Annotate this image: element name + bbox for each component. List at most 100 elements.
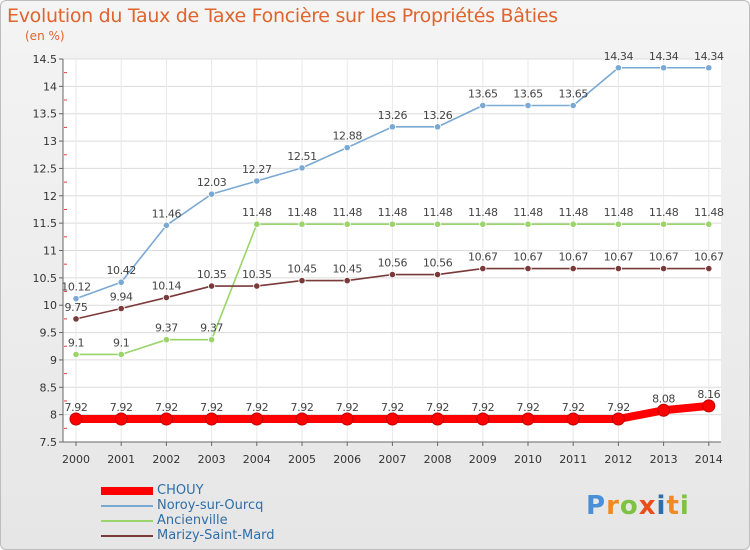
data-label: 13.65 [513, 88, 543, 101]
data-point [659, 220, 668, 228]
data-point [433, 220, 442, 228]
x-tick-label: 2004 [243, 453, 271, 466]
data-point [433, 270, 442, 279]
data-label: 10.67 [604, 251, 634, 264]
data-point [208, 282, 216, 290]
y-tick-label: 12.5 [33, 162, 58, 175]
data-point [524, 101, 532, 110]
data-label: 8.08 [652, 392, 675, 405]
x-tick-label: 2012 [604, 453, 632, 466]
data-label: 14.34 [604, 50, 634, 63]
data-label: 13.65 [468, 88, 498, 101]
logo-letter: o [619, 491, 639, 521]
data-label: 11.48 [332, 206, 362, 219]
data-label: 8.16 [697, 388, 720, 401]
data-point [117, 304, 125, 313]
data-point [162, 221, 170, 229]
y-tick-label: 11 [43, 245, 57, 258]
data-label: 7.92 [562, 401, 585, 414]
data-label: 10.12 [61, 281, 91, 294]
data-label: 7.92 [65, 401, 88, 414]
legend-label: Ancienville [157, 513, 228, 528]
data-label: 11.48 [649, 206, 679, 219]
data-label: 11.48 [694, 206, 724, 219]
data-label: 10.67 [649, 251, 679, 264]
data-point [162, 293, 170, 302]
data-point [524, 220, 532, 228]
data-label: 9.1 [113, 336, 129, 349]
data-label: 12.51 [287, 150, 317, 163]
chart-subtitle: (en %) [25, 29, 65, 43]
data-label: 11.48 [558, 206, 588, 219]
data-label: 7.92 [336, 401, 359, 414]
data-point [566, 412, 580, 426]
legend-swatch [101, 487, 153, 495]
x-tick-label: 2011 [559, 453, 587, 466]
chart-title: Evolution du Taux de Taxe Foncière sur l… [7, 5, 558, 27]
y-tick-label: 13 [43, 135, 57, 148]
data-label: 7.92 [200, 401, 223, 414]
data-point [343, 220, 351, 228]
data-point [433, 123, 442, 131]
data-label: 11.48 [468, 206, 498, 219]
logo-letter: t [666, 491, 680, 521]
data-label: 9.37 [200, 322, 223, 335]
y-tick-label: 10.5 [33, 272, 58, 285]
x-tick-label: 2013 [650, 453, 678, 466]
data-label: 7.92 [291, 401, 314, 414]
data-label: 10.45 [332, 263, 362, 276]
data-point [479, 220, 487, 228]
y-tick-label: 7.5 [40, 436, 58, 449]
data-label: 14.34 [649, 50, 679, 63]
data-label: 7.92 [155, 401, 178, 414]
y-tick-label: 8 [50, 409, 57, 422]
data-label: 10.67 [558, 251, 588, 264]
logo-letter: i [679, 491, 690, 521]
x-tick-label: 2003 [198, 453, 226, 466]
data-point [524, 264, 532, 273]
y-tick-label: 14.5 [33, 53, 58, 66]
data-point [569, 264, 577, 273]
data-point [298, 220, 306, 228]
data-label: 7.92 [426, 401, 449, 414]
logo-letter: i [656, 491, 667, 521]
x-tick-label: 2007 [378, 453, 406, 466]
data-point [569, 101, 577, 110]
data-point [250, 412, 264, 426]
legend-label: CHOUY [157, 483, 204, 498]
legend-swatch [101, 520, 153, 522]
data-label: 7.92 [607, 401, 630, 414]
data-point [295, 412, 309, 426]
data-label: 11.48 [513, 206, 543, 219]
x-tick-label: 2005 [288, 453, 316, 466]
data-label: 10.67 [468, 251, 498, 264]
legend-label: Marizy-Saint-Mard [157, 528, 275, 543]
data-point [72, 350, 80, 359]
data-point [611, 412, 625, 426]
data-label: 12.27 [242, 163, 272, 176]
data-label: 10.67 [694, 251, 724, 264]
data-point [614, 220, 623, 228]
data-label: 11.48 [287, 206, 317, 219]
data-label: 7.92 [110, 401, 133, 414]
data-point [388, 220, 396, 228]
x-tick-label: 2001 [107, 453, 135, 466]
y-tick-label: 9 [50, 354, 57, 367]
data-point [705, 220, 713, 228]
data-point [114, 412, 128, 426]
data-label: 11.48 [604, 206, 634, 219]
data-point [388, 270, 396, 279]
data-point [162, 336, 170, 344]
data-point [69, 412, 83, 426]
data-label: 13.26 [423, 109, 453, 122]
data-point [340, 412, 354, 426]
data-label: 7.92 [471, 401, 494, 414]
data-point [72, 315, 80, 323]
data-point [343, 276, 351, 285]
logo-letter: x [638, 491, 657, 521]
x-tick-label: 2006 [333, 453, 361, 466]
x-tick-label: 2000 [62, 453, 90, 466]
x-tick-label: 2010 [514, 453, 542, 466]
data-point [705, 264, 713, 273]
